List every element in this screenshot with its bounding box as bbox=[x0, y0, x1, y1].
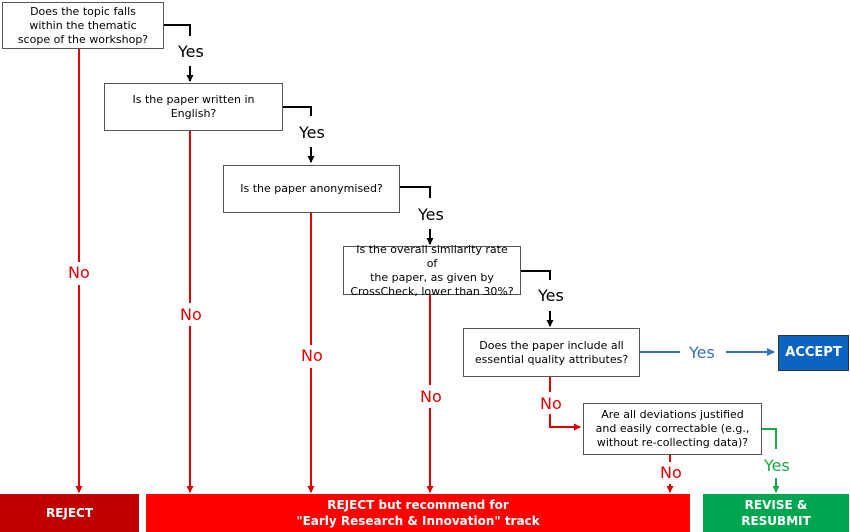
yes-connector-2 bbox=[283, 106, 312, 116]
yes-label-3: Yes bbox=[418, 205, 444, 224]
no-label-2: No bbox=[180, 305, 202, 324]
yes-connector-3 bbox=[400, 186, 431, 198]
outcome-revise-resubmit: REVISE & RESUBMIT bbox=[703, 494, 849, 532]
yes-connectors bbox=[164, 24, 554, 327]
yes-label-accept: Yes bbox=[689, 343, 715, 362]
question-topic-scope: Does the topic falls within the thematic… bbox=[2, 2, 164, 49]
no-label-5: No bbox=[540, 394, 562, 413]
yes-label-1: Yes bbox=[178, 42, 204, 61]
yes-connector-4 bbox=[521, 270, 551, 280]
outcome-reject-recommend: REJECT but recommend for "Early Research… bbox=[146, 494, 690, 532]
revise-connector bbox=[762, 428, 780, 493]
yes-connector-1 bbox=[164, 24, 191, 36]
outcome-accept: ACCEPT bbox=[778, 335, 849, 371]
yes-label-2: Yes bbox=[299, 123, 325, 142]
question-english: Is the paper written in English? bbox=[104, 83, 283, 131]
question-anonymised: Is the paper anonymised? bbox=[223, 165, 400, 213]
no-label-6: No bbox=[660, 463, 682, 482]
no-label-1: No bbox=[68, 263, 90, 282]
yes-label-revise: Yes bbox=[764, 456, 790, 475]
question-similarity: Is the overall similarity rate of the pa… bbox=[343, 243, 521, 298]
question-quality-attributes: Does the paper include all essential qua… bbox=[463, 328, 640, 377]
question-deviations: Are all deviations justified and easily … bbox=[583, 403, 762, 455]
no-connectors bbox=[75, 49, 674, 493]
yes-label-4: Yes bbox=[538, 286, 564, 305]
outcome-reject: REJECT bbox=[0, 494, 139, 532]
no-label-4: No bbox=[420, 387, 442, 406]
no-label-3: No bbox=[301, 346, 323, 365]
